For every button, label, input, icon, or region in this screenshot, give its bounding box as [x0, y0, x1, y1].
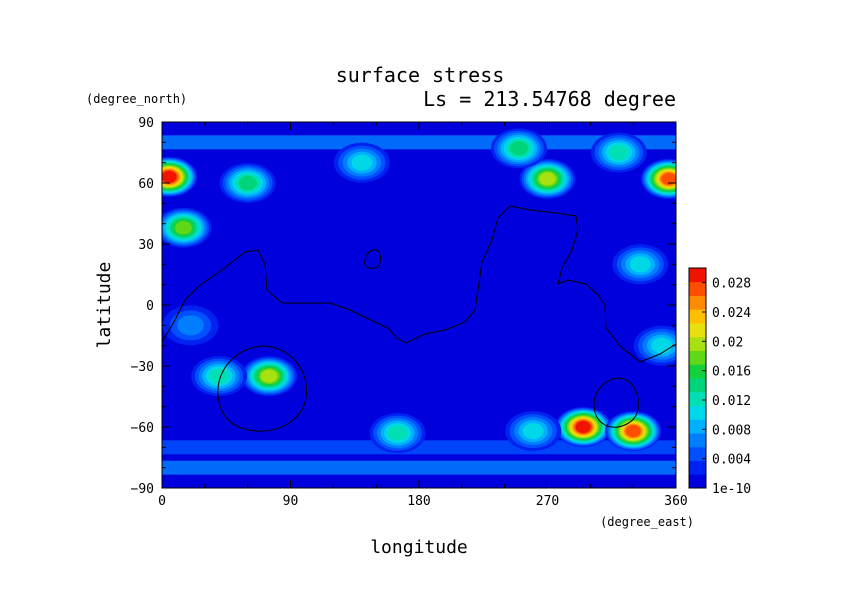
x-tick-label-4: 360 [664, 494, 687, 509]
field-feature-12-level-14 [625, 424, 641, 438]
field-feature-0 [162, 156, 198, 197]
colorbar: 1e-10 0.004 0.008 0.012 0.016 0.02 0.024 0.028 [688, 267, 751, 497]
colorbar-label-3: 0.012 [712, 394, 751, 409]
field-feature-13 [505, 411, 562, 452]
y-units-label: (degree_north) [86, 92, 187, 106]
colorbar-swatch-1 [689, 460, 706, 475]
field-feature-14 [612, 244, 669, 285]
field-feature-7-level-6 [609, 145, 629, 160]
field-feature-4-level-5 [351, 154, 373, 171]
field-feature-14-level-5 [629, 256, 651, 273]
colorbar-label-1: 0.004 [712, 453, 751, 468]
field-feature-6-level-7 [509, 141, 529, 156]
contour-island-small [364, 249, 381, 269]
chart-title: surface stress [336, 63, 505, 87]
y-tick-label-5: −60 [131, 421, 154, 436]
colorbar-swatch-13 [689, 295, 706, 310]
field-feature-3 [219, 163, 276, 203]
field-feature-8-level-10 [260, 369, 278, 383]
field-feature-2 [162, 207, 212, 248]
field-feature-16 [633, 325, 676, 366]
y-tick-label-6: −90 [131, 482, 154, 497]
y-axis-label: latitude [94, 262, 115, 349]
field-feature-8 [241, 356, 298, 397]
x-axis: 0 90 180 270 360 [158, 122, 688, 509]
colorbar-swatch-15 [689, 268, 706, 283]
colorbar-swatch-6 [689, 391, 706, 406]
field-feature-15 [162, 305, 219, 346]
colorbar-swatch-7 [689, 378, 706, 393]
colorbar-swatch-14 [689, 281, 706, 296]
colorbar-swatch-4 [689, 419, 706, 434]
colorbar-swatch-5 [689, 405, 706, 420]
y-tick-label-3: 0 [146, 299, 154, 314]
x-axis-label: longitude [370, 537, 468, 558]
colorbar-swatch-11 [689, 323, 706, 338]
contour-lines [162, 205, 676, 432]
contour-circle-right [593, 377, 639, 428]
field-feature-15-level-3 [177, 315, 204, 336]
field-feature-1 [640, 158, 676, 199]
field-feature-11 [555, 407, 612, 447]
colorbar-label-2: 0.008 [712, 423, 751, 438]
y-tick-label-0: 90 [138, 116, 154, 131]
field-band-0 [162, 135, 676, 150]
colorbar-swatch-12 [689, 309, 706, 324]
colorbar-swatch-8 [689, 364, 706, 379]
colorbar-label-7: 0.028 [712, 277, 751, 292]
field-feature-10-level-6 [387, 425, 408, 441]
contour-circle-left [217, 345, 307, 432]
colorbar-label-6: 0.024 [712, 306, 751, 321]
field-feature-1-level-14 [661, 172, 676, 186]
colorbar-swatch-2 [689, 446, 706, 461]
y-tick-label-4: −30 [131, 360, 154, 375]
colorbar-label-4: 0.016 [712, 365, 751, 380]
field-feature-10 [369, 413, 426, 454]
colorbar-swatch-3 [689, 433, 706, 448]
heatmap-field [162, 122, 676, 488]
x-tick-label-2: 180 [407, 494, 430, 509]
y-axis: 90 60 30 0 −30 −60 −90 [131, 116, 676, 497]
field-feature-11-level-15 [575, 421, 591, 433]
field-band-1 [162, 460, 676, 475]
field-feature-16-level-5 [651, 337, 673, 354]
field-feature-4 [333, 142, 390, 183]
colorbar-label-5: 0.02 [712, 335, 743, 350]
x-tick-label-3: 270 [536, 494, 559, 509]
field-feature-3-level-7 [238, 175, 257, 191]
field-feature-5 [519, 158, 576, 199]
field-feature-6 [490, 128, 547, 169]
field-feature-0-level-15 [162, 170, 177, 183]
field-feature-2-level-9 [174, 221, 192, 235]
y-tick-label-2: 30 [138, 238, 154, 253]
colorbar-label-0: 1e-10 [712, 482, 751, 497]
x-tick-label-0: 0 [158, 494, 166, 509]
colorbar-frame [688, 267, 707, 489]
field-feature-13-level-5 [522, 423, 544, 440]
colorbar-swatch-0 [689, 474, 706, 489]
contour-line-main [162, 205, 676, 363]
x-tick-label-1: 90 [283, 494, 299, 509]
colorbar-swatch-10 [689, 336, 706, 351]
x-units-label: (degree_east) [600, 515, 694, 529]
y-tick-label-1: 60 [138, 177, 154, 192]
field-feature-9 [191, 356, 248, 397]
chart-subtitle: Ls = 213.54768 degree [423, 87, 676, 111]
field-feature-7 [590, 132, 647, 173]
field-feature-5-level-10 [539, 172, 556, 186]
colorbar-swatch-9 [689, 350, 706, 365]
field-feature-12 [605, 411, 662, 452]
field-feature-9-level-6 [209, 368, 229, 384]
